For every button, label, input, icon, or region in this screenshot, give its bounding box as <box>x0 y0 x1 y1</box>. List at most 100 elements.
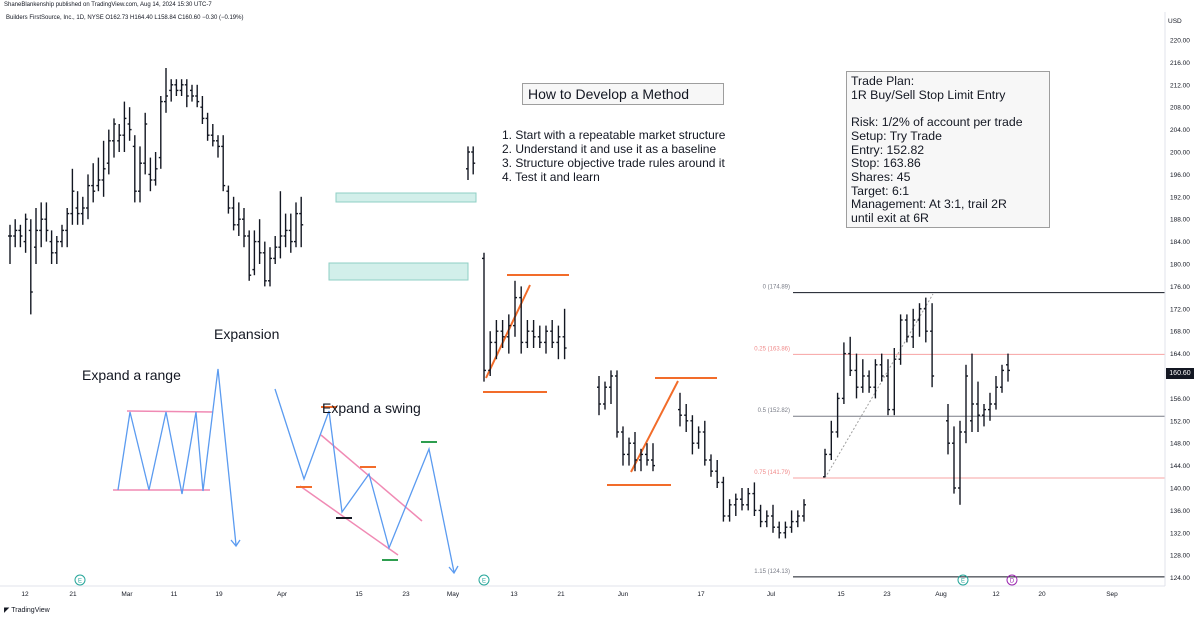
time-tick-label: Aug <box>935 591 947 598</box>
ohlc-bar <box>886 359 890 416</box>
ohlc-bar <box>684 404 689 432</box>
ohlc-bar <box>988 392 992 421</box>
time-tick-label: 15 <box>355 591 363 598</box>
ohlc-bar <box>525 320 530 348</box>
ohlc-bar <box>923 297 928 343</box>
ohlc-bar <box>952 426 956 494</box>
fib-level-label: 0.75 (141.79) <box>754 470 790 476</box>
price-tick-label: 200.00 <box>1170 150 1190 157</box>
symbol-legend: Builders FirstSource, Inc., 1D, NYSE O16… <box>6 15 244 21</box>
ohlc-bar <box>733 493 738 516</box>
price-tick-label: 196.00 <box>1170 172 1190 179</box>
step-4: 4. Test it and learn <box>502 170 600 184</box>
logo-text: TradingView <box>11 607 50 614</box>
price-tick-label: 176.00 <box>1170 284 1190 291</box>
expand-swing-label: Expand a swing <box>322 400 421 416</box>
ohlc-bar <box>205 112 210 141</box>
ohlc-bar <box>678 392 682 427</box>
plan-line-spacer <box>851 102 1045 116</box>
fib-level-label: 0.5 (152.82) <box>758 408 790 414</box>
ohlc-bar <box>488 331 493 376</box>
ohlc-bar <box>117 124 122 152</box>
ohlc-bar <box>65 208 70 248</box>
plan-line-setup: Setup: Try Trade <box>851 128 942 143</box>
price-tick-label: 180.00 <box>1170 262 1190 269</box>
plan-line-stop: Stop: 163.86 <box>851 156 921 171</box>
ohlc-bar <box>221 135 226 192</box>
price-tick-label: 212.00 <box>1170 82 1190 89</box>
ohlc-bar <box>860 359 865 393</box>
ohlc-bar <box>91 163 96 203</box>
ohlc-bar <box>506 314 511 354</box>
ohlc-bar <box>873 359 878 399</box>
ohlc-bar <box>789 510 794 533</box>
ohlc-bar <box>231 196 236 231</box>
ohlc-bar <box>184 79 189 108</box>
fib-level-label: 0.25 (163.86) <box>754 346 790 352</box>
ohlc-bar <box>562 308 567 360</box>
ohlc-bar <box>158 96 163 169</box>
ohlc-bar <box>898 314 903 365</box>
ohlc-bar <box>13 219 18 248</box>
ohlc-bar <box>994 376 998 410</box>
ohlc-bar <box>639 448 643 472</box>
ohlc-bar <box>752 482 757 516</box>
time-tick-label: Mar <box>121 591 133 598</box>
time-tick-label: May <box>447 591 460 598</box>
price-tick-label: 184.00 <box>1170 239 1190 246</box>
ohlc-bar <box>86 174 90 220</box>
dividend-marker <box>1006 574 1018 586</box>
ohlc-bar <box>80 196 85 225</box>
ohlc-bar <box>148 157 153 192</box>
time-tick-label: 12 <box>992 591 1000 598</box>
ohlc-bar <box>746 488 751 511</box>
ohlc-bar <box>179 79 184 96</box>
event-letter: E <box>78 579 82 585</box>
time-tick-label: 23 <box>883 591 891 598</box>
ohlc-bar <box>829 420 834 460</box>
ohlc-bar <box>771 504 775 533</box>
ohlc-bar <box>466 146 470 180</box>
ohlc-bar <box>44 202 49 242</box>
ohlc-bar <box>283 213 288 248</box>
range-box-lower <box>328 262 469 281</box>
ohlc-bar <box>262 241 267 287</box>
ohlc-bar <box>273 236 278 264</box>
ohlc-bar <box>892 348 897 416</box>
ohlc-bar <box>494 320 499 360</box>
ohlc-bar <box>8 224 12 264</box>
ohlc-bar <box>28 219 33 315</box>
ohlc-bar <box>294 202 298 248</box>
ohlc-bar <box>39 202 44 248</box>
ohlc-bar <box>252 230 257 276</box>
time-tick-label: 15 <box>837 591 845 598</box>
ohlc-bar <box>964 364 968 444</box>
range-top-line <box>126 410 214 413</box>
price-tick-label: 172.00 <box>1170 306 1190 313</box>
ohlc-bar <box>96 157 101 192</box>
time-tick-label: Jul <box>767 591 776 598</box>
ohlc-bar <box>112 118 116 158</box>
ohlc-bar <box>627 437 631 466</box>
time-tick-label: 19 <box>215 591 223 598</box>
fib-connector <box>824 293 934 479</box>
ohlc-bar <box>727 499 732 522</box>
ohlc-bar <box>257 219 262 264</box>
price-tick-label: 220.00 <box>1170 38 1190 45</box>
time-tick-label: 13 <box>510 591 518 598</box>
swing-arrowhead <box>448 565 459 575</box>
last-price-tag: 160.60 <box>1166 368 1194 379</box>
ohlc-bar <box>823 448 827 478</box>
range-box-upper <box>335 192 477 203</box>
ohlc-bar <box>268 247 272 287</box>
ohlc-bar <box>60 224 64 248</box>
price-tick-label: 140.00 <box>1170 486 1190 493</box>
earnings-marker <box>478 574 490 586</box>
ohlc-bar <box>278 191 283 259</box>
ohlc-bar <box>101 140 106 197</box>
logo-icon: ◤ <box>4 607 10 614</box>
publisher-line: ShaneBlankenship published on TradingVie… <box>4 2 212 8</box>
time-tick-label: 23 <box>402 591 410 598</box>
chart-drawings <box>113 192 934 575</box>
